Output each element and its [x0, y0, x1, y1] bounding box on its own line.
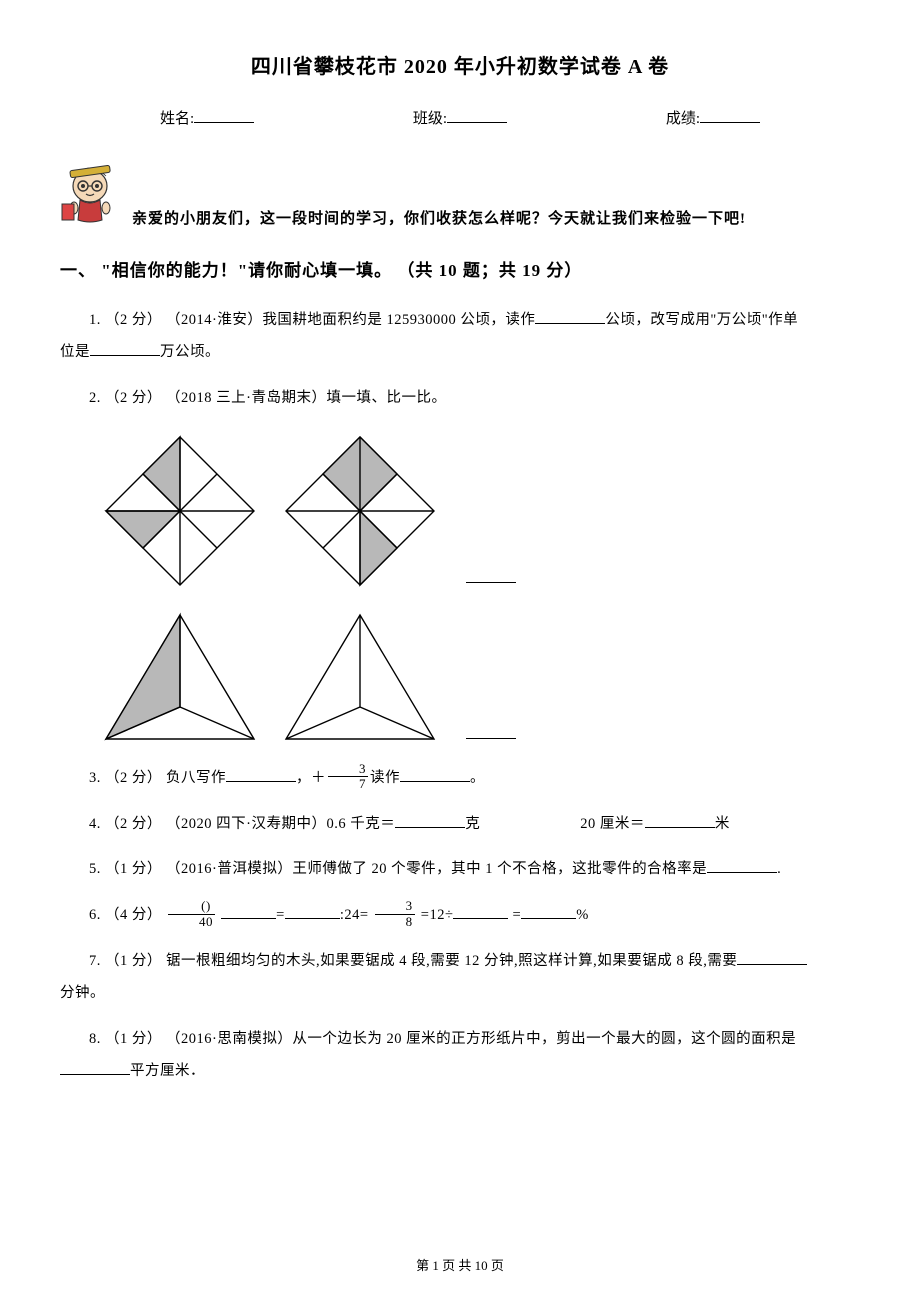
question-4: 4. （2 分） （2020 四下·汉寿期中）0.6 千克＝ 克 20 厘米＝ 米 — [60, 809, 860, 841]
q6-end: % — [576, 907, 589, 923]
q6-pre: 6. （4 分） — [89, 907, 166, 923]
q3-fraction: 37 — [328, 762, 368, 792]
q1-line2b: 万公顷。 — [160, 344, 220, 360]
q3-pre: 3. （2 分） 负八写作 — [89, 770, 226, 786]
q6-frac2-den: 8 — [375, 915, 415, 929]
q4-blank-2[interactable] — [645, 813, 715, 828]
q6-fraction-1: ()40 — [168, 899, 215, 929]
mascot-icon — [60, 158, 120, 228]
q4-pre: 4. （2 分） （2020 四下·汉寿期中）0.6 千克＝ — [89, 816, 395, 832]
greeting-text: 亲爱的小朋友们，这一段时间的学习，你们收获怎么样呢？今天就让我们来检验一下吧! — [132, 207, 746, 228]
q8-pre: 8. （1 分） （2016·思南模拟）从一个边长为 20 厘米的正方形纸片中，… — [89, 1031, 796, 1047]
class-blank[interactable] — [447, 108, 507, 123]
q1-blank-2[interactable] — [90, 341, 160, 356]
name-blank[interactable] — [194, 108, 254, 123]
q3-frac-num: 3 — [328, 762, 368, 777]
score-blank[interactable] — [700, 108, 760, 123]
triangle-diagram-2 — [280, 607, 440, 747]
greeting-row: 亲爱的小朋友们，这一段时间的学习，你们收获怎么样呢？今天就让我们来检验一下吧! — [60, 158, 860, 228]
triangle-diagram-1 — [100, 607, 260, 747]
q6-fraction-2: 38 — [375, 899, 415, 929]
q1-blank-1[interactable] — [535, 310, 605, 325]
q4-unit2: 米 — [715, 816, 730, 832]
question-3: 3. （2 分） 负八写作 ，＋37读作 。 — [60, 763, 860, 795]
question-5: 5. （1 分） （2016·普洱模拟）王师傅做了 20 个零件，其中 1 个不… — [60, 854, 860, 886]
q2-blank-2[interactable] — [466, 738, 516, 739]
q4-part2-pre: 20 厘米＝ — [580, 816, 645, 832]
score-label: 成绩: — [666, 107, 700, 128]
q2-diagram-row-1 — [100, 431, 860, 591]
q6-blank-4[interactable] — [521, 905, 576, 920]
q5-pre: 5. （1 分） （2016·普洱模拟）王师傅做了 20 个零件，其中 1 个不… — [89, 861, 707, 877]
q2-diagram-row-2 — [100, 607, 860, 747]
square-diagram-1 — [100, 431, 260, 591]
q1-line2a: 位是 — [60, 344, 90, 360]
q6-blank-3[interactable] — [453, 905, 508, 920]
q3-end: 。 — [470, 770, 485, 786]
square-diagram-2 — [280, 431, 440, 591]
question-6: 6. （4 分） ()40 = :24= 38 =12÷ =% — [60, 900, 860, 932]
q4-unit1: 克 — [465, 816, 480, 832]
name-field: 姓名: — [160, 107, 254, 128]
student-info-row: 姓名: 班级: 成绩: — [60, 107, 860, 128]
q5-blank[interactable] — [707, 859, 777, 874]
question-1: 1. （2 分） （2014·淮安）我国耕地面积约是 125930000 公顷，… — [60, 305, 860, 369]
score-field: 成绩: — [666, 107, 760, 128]
q7-line2: 分钟。 — [60, 978, 860, 1010]
exam-title: 四川省攀枝花市 2020 年小升初数学试卷 A 卷 — [60, 50, 860, 79]
name-label: 姓名: — [160, 107, 194, 128]
q6-frac1-den: 40 — [168, 915, 215, 929]
q3-blank-1[interactable] — [226, 767, 296, 782]
question-8: 8. （1 分） （2016·思南模拟）从一个边长为 20 厘米的正方形纸片中，… — [60, 1024, 860, 1088]
q8-blank[interactable] — [60, 1060, 130, 1075]
q5-end: . — [777, 861, 781, 877]
section-1-header: 一、 "相信你的能力！"请你耐心填一填。 （共 10 题；共 19 分） — [60, 256, 860, 281]
q6-mid1: = — [276, 907, 285, 923]
q2-blank-1[interactable] — [466, 582, 516, 583]
q6-mid3: =12÷ — [421, 907, 454, 923]
q3-mid: ，＋ — [296, 770, 326, 786]
question-7: 7. （1 分） 锯一根粗细均匀的木头,如果要锯成 4 段,需要 12 分钟,照… — [60, 946, 860, 1010]
q8-line2: 平方厘米． — [130, 1063, 205, 1079]
q6-mid2: :24= — [340, 907, 369, 923]
q1-text-pre: 1. （2 分） （2014·淮安）我国耕地面积约是 125930000 公顷，… — [89, 312, 535, 328]
q6-mid4: = — [513, 907, 522, 923]
q3-frac-den: 7 — [328, 777, 368, 791]
q7-pre: 7. （1 分） 锯一根粗细均匀的木头,如果要锯成 4 段,需要 12 分钟,照… — [89, 953, 737, 969]
q3-post: 读作 — [370, 770, 400, 786]
q1-text-mid: 公顷，改写成用"万公顷"作单 — [605, 312, 798, 328]
q6-blank-2[interactable] — [285, 905, 340, 920]
class-field: 班级: — [413, 107, 507, 128]
q6-frac1-num: () — [168, 899, 215, 914]
q6-frac2-num: 3 — [375, 899, 415, 914]
class-label: 班级: — [413, 107, 447, 128]
q7-blank[interactable] — [737, 951, 807, 966]
q6-blank-1[interactable] — [221, 905, 276, 920]
page-footer: 第 1 页 共 10 页 — [0, 1255, 920, 1274]
q3-blank-2[interactable] — [400, 767, 470, 782]
question-2: 2. （2 分） （2018 三上·青岛期末）填一填、比一比。 — [60, 383, 860, 415]
q4-blank-1[interactable] — [395, 813, 465, 828]
